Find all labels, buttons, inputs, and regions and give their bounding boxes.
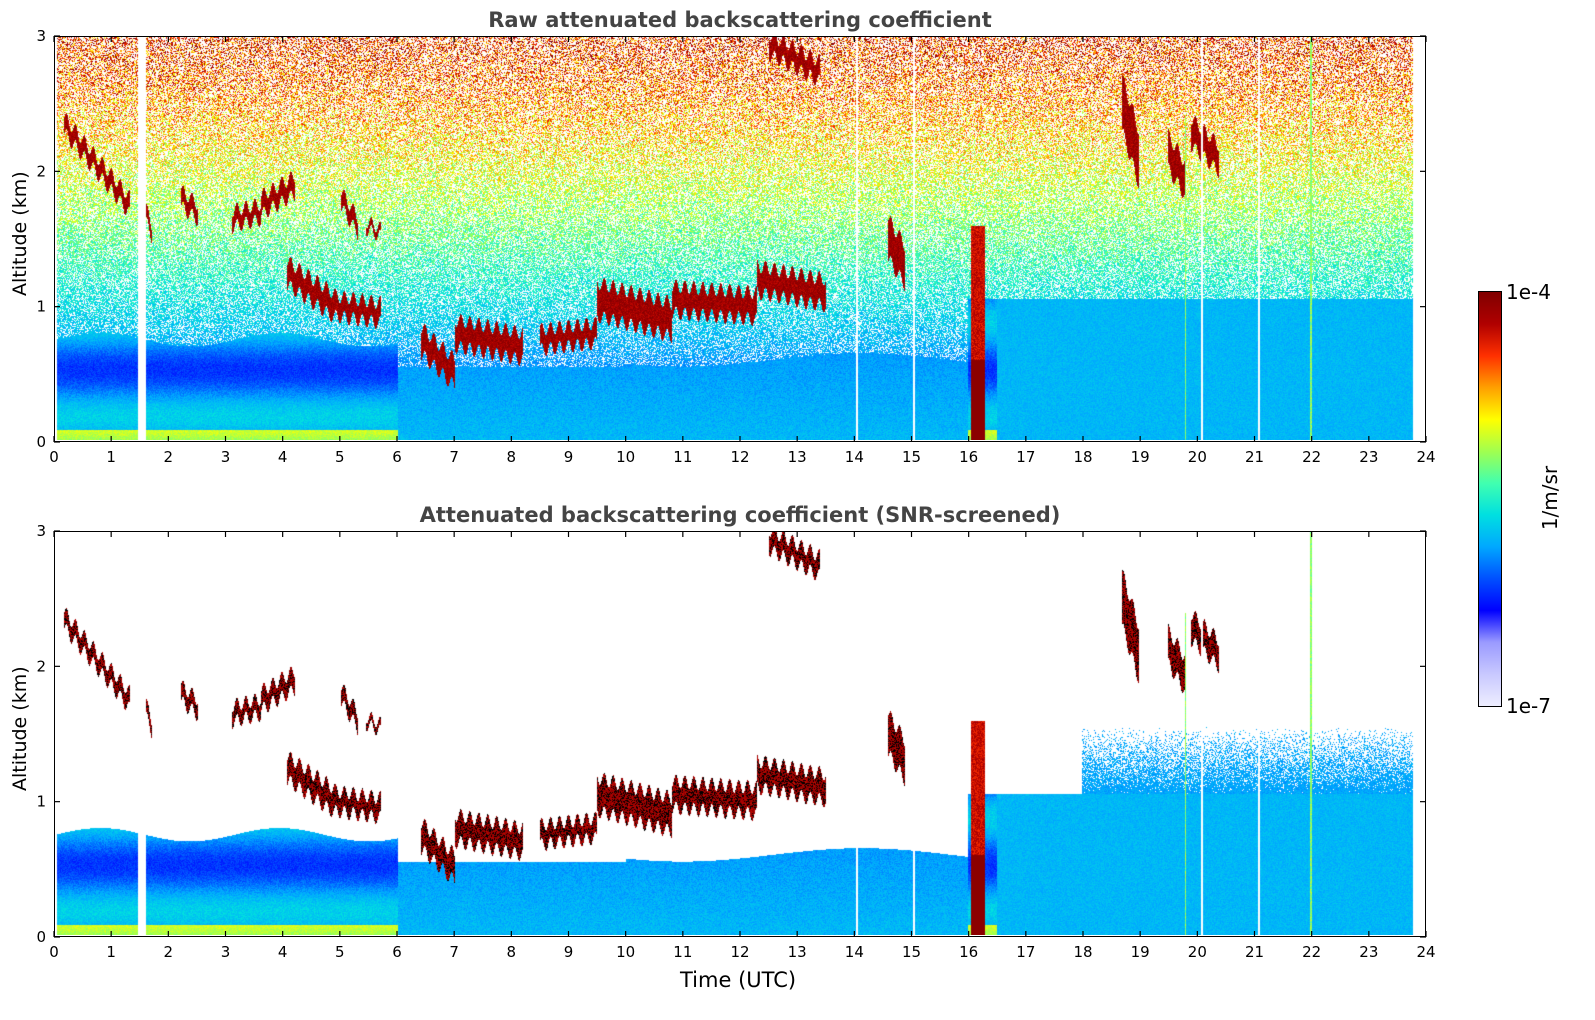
chart-title-raw: Raw attenuated backscattering coefficien…: [488, 8, 992, 32]
x-tick-label: 22: [1302, 448, 1321, 466]
x-tick-label: 12: [730, 943, 749, 961]
x-tick-label: 20: [1188, 448, 1207, 466]
x-tick-label: 11: [673, 943, 692, 961]
x-tick-label: 9: [564, 448, 574, 466]
colorbar-unit-label: 1/m/sr: [1538, 465, 1562, 531]
x-tick-label: 16: [959, 943, 978, 961]
x-axis-label: Time (UTC): [680, 968, 797, 992]
backscatter-heatmap-raw: [55, 37, 1424, 440]
x-tick-label: 8: [507, 943, 517, 961]
x-tick-label: 20: [1188, 943, 1207, 961]
x-tick-label: 7: [449, 448, 459, 466]
x-tick-label: 5: [335, 448, 345, 466]
x-tick-label: 4: [278, 448, 288, 466]
x-tick-label: 6: [392, 448, 402, 466]
x-tick-label: 24: [1416, 448, 1435, 466]
x-tick-label: 6: [392, 943, 402, 961]
x-tick-label: 14: [845, 943, 864, 961]
x-tick-label: 15: [902, 943, 921, 961]
chart-title-screened: Attenuated backscattering coefficient (S…: [419, 503, 1061, 527]
heatmap-panel-screened: [54, 531, 1426, 937]
x-tick-label: 13: [788, 448, 807, 466]
x-tick-label: 15: [902, 448, 921, 466]
x-tick-label: 2: [164, 448, 174, 466]
x-tick-label: 19: [1131, 448, 1150, 466]
x-tick-label: 9: [564, 943, 574, 961]
x-tick-label: 21: [1245, 448, 1264, 466]
x-tick-label: 4: [278, 943, 288, 961]
x-tick-label: 11: [673, 448, 692, 466]
x-tick-label: 24: [1416, 943, 1435, 961]
y-tick-label: 1: [36, 298, 46, 316]
heatmap-panel-raw: [54, 36, 1426, 442]
y-tick-label: 0: [36, 433, 46, 451]
colorbar-min-label: 1e-7: [1506, 694, 1551, 718]
backscatter-heatmap-screened: [55, 532, 1424, 935]
x-tick-label: 23: [1359, 943, 1378, 961]
x-tick-label: 21: [1245, 943, 1264, 961]
x-tick-label: 0: [49, 943, 59, 961]
colorbar-max-label: 1e-4: [1506, 280, 1551, 304]
x-tick-label: 16: [959, 448, 978, 466]
x-tick-label: 23: [1359, 448, 1378, 466]
y-tick-label: 2: [36, 657, 46, 675]
x-tick-label: 7: [449, 943, 459, 961]
y-tick-label: 3: [36, 27, 46, 45]
x-tick-label: 22: [1302, 943, 1321, 961]
x-tick-label: 10: [616, 943, 635, 961]
x-tick-label: 17: [1016, 943, 1035, 961]
x-tick-label: 12: [730, 448, 749, 466]
y-tick-label: 0: [36, 928, 46, 946]
x-tick-label: 3: [221, 448, 231, 466]
x-tick-label: 10: [616, 448, 635, 466]
x-tick-label: 19: [1131, 943, 1150, 961]
x-tick-label: 3: [221, 943, 231, 961]
x-tick-label: 17: [1016, 448, 1035, 466]
y-tick-label: 2: [36, 162, 46, 180]
x-tick-label: 13: [788, 943, 807, 961]
x-tick-label: 5: [335, 943, 345, 961]
x-tick-label: 1: [106, 448, 116, 466]
x-tick-label: 14: [845, 448, 864, 466]
x-tick-label: 1: [106, 943, 116, 961]
x-tick-label: 2: [164, 943, 174, 961]
y-tick-label: 3: [36, 522, 46, 540]
x-tick-label: 0: [49, 448, 59, 466]
x-tick-label: 18: [1073, 448, 1092, 466]
x-tick-label: 8: [507, 448, 517, 466]
x-tick-label: 18: [1073, 943, 1092, 961]
y-tick-label: 1: [36, 793, 46, 811]
colorbar: [1478, 291, 1502, 707]
